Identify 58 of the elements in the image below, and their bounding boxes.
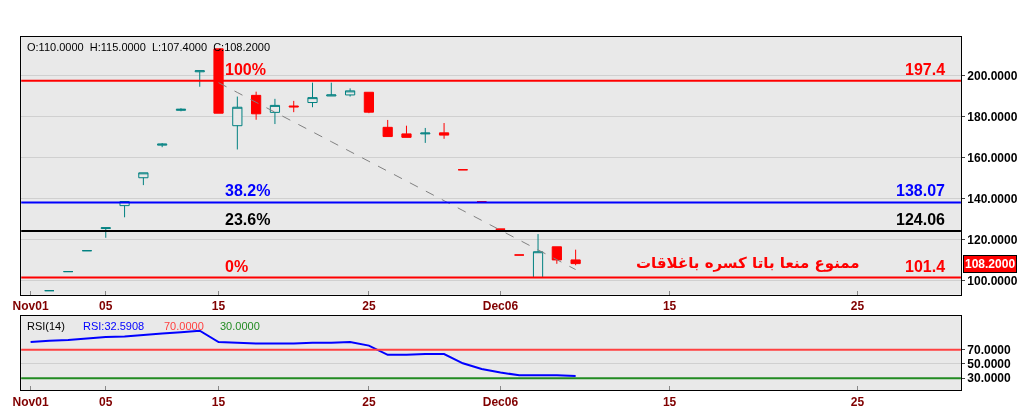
x-tick-label: 25	[850, 394, 865, 409]
text: 108.2000	[965, 257, 1016, 271]
annotation: 38.2%	[225, 182, 271, 199]
annotation: ممنوع منعا باتا كسره باغلاقات	[636, 254, 860, 272]
x-tick-label: 25	[362, 299, 376, 314]
x-tick-label: 15	[662, 394, 677, 409]
annotation: 100%	[225, 61, 266, 78]
y-tick-label: 50.0000	[967, 357, 1012, 372]
chart-title: RSI(14)	[27, 320, 65, 332]
annotation: O:110.0000 H:115.0000 L:107.4000 C:108.2000	[27, 41, 271, 53]
candlestick	[251, 91, 262, 121]
candlestick	[138, 172, 149, 186]
x-tick-label: 15	[211, 394, 226, 409]
candlestick	[401, 125, 412, 138]
x-tick-label: Dec06	[482, 394, 519, 409]
candlestick	[307, 82, 318, 108]
y-tick-label: 160.0000	[967, 150, 1018, 165]
candlestick	[269, 98, 281, 125]
ref-line-label: 197.4	[905, 61, 946, 78]
x-tick-label: 05	[99, 299, 113, 314]
y-tick-label: 30.0000	[967, 371, 1012, 386]
ref-line-label: 101.4	[905, 258, 946, 275]
x-tick-label: 15	[662, 299, 677, 314]
y-tick-label: 70.0000	[967, 343, 1012, 358]
ref-line-label: 138.07	[896, 182, 946, 199]
series-label: RSI:32.5908	[83, 320, 145, 332]
y-tick-label: 200.0000	[967, 68, 1018, 83]
y-tick-label: 140.0000	[967, 191, 1018, 206]
candlestick	[532, 233, 544, 279]
x-tick-label: 25	[362, 394, 376, 409]
candlestick	[438, 122, 450, 140]
x-tick-label: 25	[850, 299, 865, 314]
candlestick	[420, 127, 431, 144]
candlestick	[232, 96, 243, 150]
candlestick	[363, 91, 374, 114]
candlestick	[344, 87, 356, 98]
y-tick-label: 100.0000	[967, 273, 1018, 288]
x-tick-label: 15	[211, 299, 226, 314]
ref-line-label: 124.06	[896, 211, 946, 228]
y-tick-label: 120.0000	[967, 232, 1018, 247]
candlestick	[551, 246, 562, 265]
candlestick	[100, 227, 111, 239]
annotation: 23.6%	[225, 211, 271, 228]
candlestick	[570, 249, 581, 266]
ref-line-label: 70.0000	[164, 320, 204, 332]
annotation: 0%	[225, 258, 249, 275]
candlestick	[382, 119, 393, 138]
candlestick	[326, 82, 337, 97]
candlestick	[157, 142, 168, 148]
line-series	[218, 82, 577, 271]
x-tick-label: Nov01	[12, 394, 49, 409]
candlestick	[194, 70, 205, 88]
ref-line-label: 30.0000	[220, 320, 260, 332]
x-tick-label: Dec06	[482, 299, 519, 314]
candlestick	[288, 100, 299, 113]
x-tick-label: 05	[99, 394, 113, 409]
y-tick-label: 180.0000	[967, 109, 1018, 124]
x-tick-label: Nov01	[12, 299, 49, 314]
